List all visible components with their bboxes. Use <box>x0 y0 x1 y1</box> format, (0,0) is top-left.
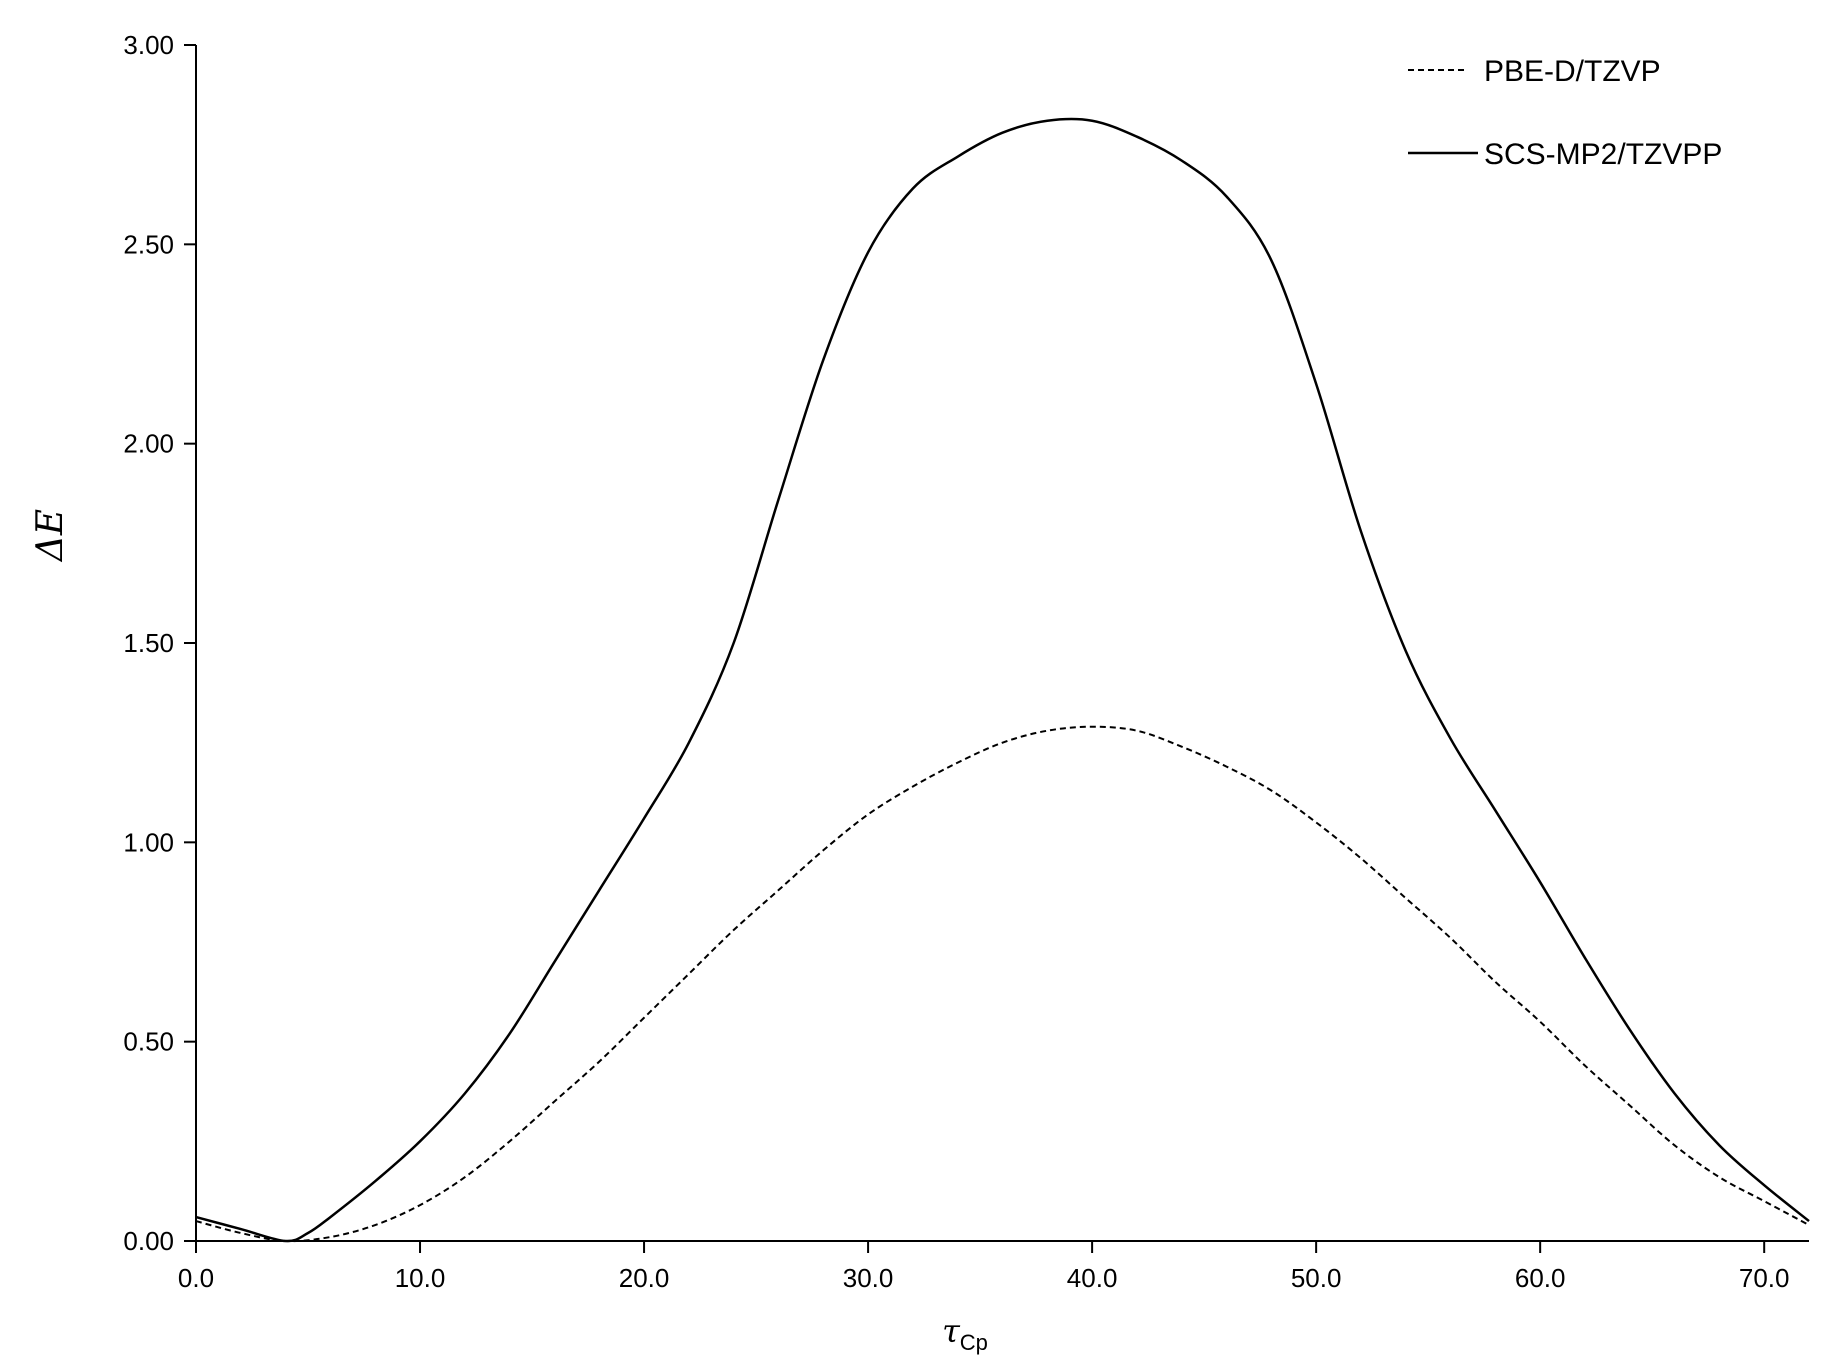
series-lines <box>195 117 1810 1243</box>
series-line-pbe-d-tzvp <box>195 725 1810 1243</box>
legend-label-scs: SCS-MP2/TZVPP <box>1484 138 1722 171</box>
y-tick-label: 0.50 <box>123 1027 174 1057</box>
x-axis-title-main: τ <box>942 1312 961 1350</box>
y-tick-label: 3.00 <box>123 30 174 60</box>
y-axis-title: ΔE <box>30 509 71 563</box>
y-tick-label: 1.00 <box>123 827 174 857</box>
x-tick-label: 50.0 <box>1291 1263 1342 1293</box>
y-tick-label: 0.00 <box>123 1226 174 1256</box>
legend-label-pbe: PBE-D/TZVP <box>1484 55 1661 88</box>
x-tick-label: 60.0 <box>1515 1263 1566 1293</box>
series-line-scs-mp2-tzvpp <box>195 117 1810 1243</box>
x-axis-title: τCp <box>942 1312 988 1355</box>
x-tick-label: 20.0 <box>619 1263 670 1293</box>
x-tick-label: 0.0 <box>178 1263 214 1293</box>
axes <box>195 45 1809 1242</box>
x-tick-label: 30.0 <box>843 1263 894 1293</box>
legend: PBE-D/TZVP SCS-MP2/TZVPP <box>1408 55 1722 171</box>
x-tick-label: 40.0 <box>1067 1263 1118 1293</box>
x-axis-title-subscript: Cp <box>960 1330 988 1355</box>
y-ticks: 0.00 0.50 1.00 1.50 2.00 2.50 3.00 <box>123 30 196 1256</box>
x-ticks: 0.0 10.0 20.0 30.0 40.0 50.0 60.0 70.0 <box>178 1241 1790 1293</box>
x-tick-label: 10.0 <box>395 1263 446 1293</box>
y-tick-label: 2.00 <box>123 429 174 459</box>
x-tick-label: 70.0 <box>1739 1263 1790 1293</box>
y-tick-label: 1.50 <box>123 628 174 658</box>
y-tick-label: 2.50 <box>123 229 174 259</box>
